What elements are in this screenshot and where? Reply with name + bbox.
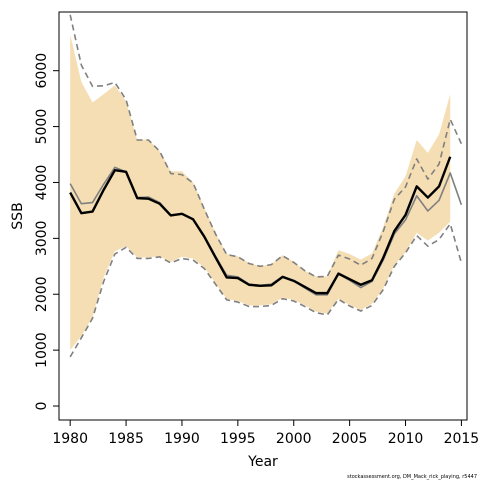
x-tick-label: 1995 (220, 431, 256, 447)
plot-layer (69, 14, 463, 358)
ci-lower-line (69, 223, 463, 358)
x-axis: 1980 1985 1990 1995 2000 2005 2010 2015 (52, 420, 479, 447)
y-tick-label: 1000 (34, 332, 50, 368)
x-tick-label: 2005 (332, 431, 368, 447)
y-tick-label: 0 (34, 402, 50, 411)
confidence-band (70, 34, 451, 351)
y-tick-label: 2000 (34, 276, 50, 312)
x-axis-title: Year (247, 454, 278, 470)
y-tick-label: 4000 (34, 165, 50, 201)
x-tick-label: 2010 (388, 431, 424, 447)
y-tick-label: 6000 (34, 53, 50, 89)
x-tick-label: 1980 (52, 431, 88, 447)
x-tick-label: 2000 (276, 431, 312, 447)
x-tick-label: 1985 (108, 431, 144, 447)
x-tick-label: 2015 (444, 431, 480, 447)
y-tick-label: 3000 (34, 221, 50, 257)
footnote: stockassessment.org, DM_Mack_rick_playin… (347, 474, 477, 480)
ssb-estimate-line (69, 156, 452, 295)
x-tick-label: 1990 (164, 431, 200, 447)
plot-frame (58, 11, 468, 421)
y-axis-title: SSB (10, 202, 26, 229)
y-tick-label: 5000 (34, 109, 50, 145)
ci-upper-line (69, 14, 463, 278)
y-axis: 0 1000 2000 3000 4000 5000 6000 (34, 53, 59, 411)
